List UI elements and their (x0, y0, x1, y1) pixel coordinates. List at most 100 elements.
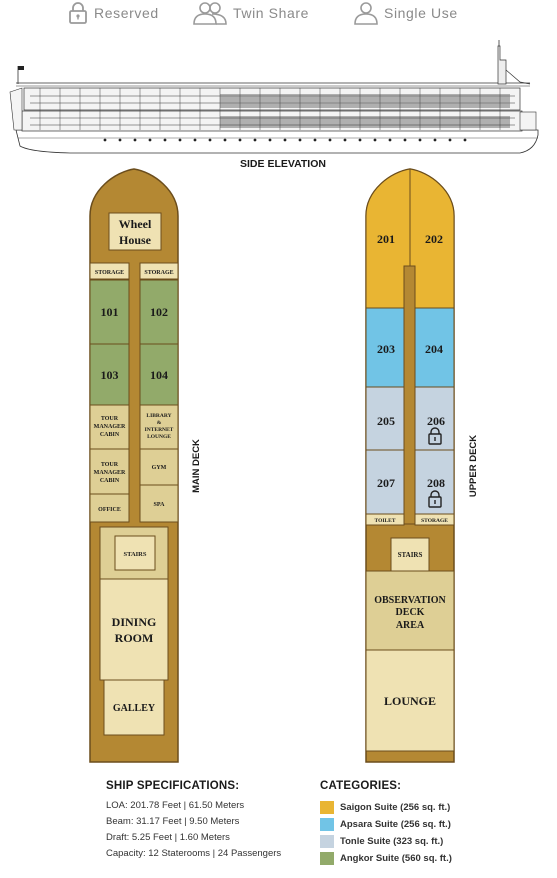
ship-specifications: SHIP SPECIFICATIONS: LOA: 201.78 Feet | … (106, 780, 306, 864)
category-tonle: Tonle Suite (323 sq. ft.) (320, 834, 520, 848)
observation-label-3: AREA (396, 620, 425, 631)
category-label: Angkor Suite (560 sq. ft.) (340, 852, 452, 864)
side-elevation: SIDE ELEVATION (9, 40, 539, 170)
category-swatch (320, 817, 334, 831)
office-label: OFFICE (98, 507, 121, 513)
upper-deck: 201 202 203 204 205 206 207 208 TOILET (365, 168, 479, 763)
elevation-hull (15, 129, 539, 154)
legend-reserved-label: Reserved (94, 5, 159, 21)
legend-single-use-label: Single Use (384, 5, 458, 21)
cabin-207-label: 207 (377, 476, 395, 490)
category-label: Saigon Suite (256 sq. ft.) (340, 801, 451, 813)
cabin-203[interactable] (365, 307, 411, 388)
dining-room (99, 578, 169, 681)
cabin-104-label: 104 (150, 368, 168, 382)
cabin-102-label: 102 (150, 305, 168, 319)
cabin-101[interactable] (89, 279, 130, 345)
spec-draft: Draft: 5.25 Feet | 1.60 Meters (106, 832, 230, 843)
elevation-label: SIDE ELEVATION (240, 158, 326, 170)
dining-label-2: ROOM (115, 631, 154, 645)
cabin-201-label: 201 (377, 232, 395, 246)
main-deck-label: MAIN DECK (191, 439, 202, 493)
tmc1-line-2: MANAGER (94, 424, 126, 430)
spec-loa: LOA: 201.78 Feet | 61.50 Meters (106, 800, 245, 811)
elevation-portholes (103, 138, 467, 142)
library-line-1: LIBRARY (146, 413, 171, 419)
main-storage-left (89, 262, 130, 280)
tmc2-line-2: MANAGER (94, 470, 126, 476)
tour-manager-cabin-1 (89, 404, 130, 450)
cabin-202[interactable] (409, 168, 455, 309)
cabin-208-lock-icon (428, 490, 442, 508)
cabin-206-label: 206 (427, 414, 445, 428)
upper-toilet (365, 513, 405, 526)
cabin-208[interactable] (409, 449, 455, 515)
cabin-204-label: 204 (425, 342, 443, 356)
library-line-3: INTERNET (145, 427, 174, 433)
categories-legend: CATEGORIES: Saigon Suite (256 sq. ft.) A… (320, 780, 520, 868)
legend-twin-share: Twin Share (193, 0, 309, 26)
spa (139, 484, 179, 523)
observation-label-2: DECK (396, 607, 425, 618)
library-line-2: & (157, 420, 162, 426)
legend-single-use: Single Use (354, 0, 458, 26)
cabin-205-label: 205 (377, 414, 395, 428)
spa-label: SPA (154, 502, 166, 508)
tmc2-line-1: TOUR (101, 462, 119, 468)
galley (103, 679, 165, 736)
observation-deck-area (365, 570, 455, 651)
lounge-label: LOUNGE (384, 694, 436, 708)
tmc1-line-1: TOUR (101, 416, 119, 422)
category-label: Apsara Suite (256 sq. ft.) (340, 818, 451, 830)
cabin-206-lock-icon (428, 427, 442, 445)
cabin-104[interactable] (139, 343, 179, 406)
cabin-204[interactable] (409, 307, 455, 388)
specs-title: SHIP SPECIFICATIONS: (106, 780, 240, 792)
galley-label: GALLEY (113, 703, 156, 714)
two-people-icon (193, 2, 227, 25)
upper-storage-label: STORAGE (421, 518, 448, 524)
main-stairs (114, 535, 156, 571)
category-angkor: Angkor Suite (560 sq. ft.) (320, 851, 520, 865)
observation-label-1: OBSERVATION (374, 595, 446, 606)
main-storage-right (139, 262, 179, 280)
tmc2-line-3: CABIN (100, 478, 120, 484)
spec-capacity: Capacity: 12 Staterooms | 24 Passengers (106, 848, 282, 859)
legend-twin-share-label: Twin Share (233, 5, 310, 21)
person-icon (354, 2, 378, 25)
library-line-4: LOUNGE (147, 434, 171, 440)
legend-reserved: Reserved (68, 0, 159, 26)
cabin-206[interactable] (409, 386, 455, 451)
cabin-205[interactable] (365, 386, 411, 451)
dining-label-1: DINING (112, 615, 157, 629)
upper-stairs (390, 537, 430, 572)
cabin-103-label: 103 (101, 368, 119, 382)
upper-stairs-label: STAIRS (398, 551, 423, 559)
upper-deck-label: UPPER DECK (468, 435, 479, 497)
category-swatch (320, 800, 334, 814)
main-stairs-label: STAIRS (123, 551, 146, 558)
cabin-208-label: 208 (427, 476, 445, 490)
lounge (365, 649, 455, 752)
upper-toilet-label: TOILET (375, 518, 396, 524)
main-storage-right-label: STORAGE (144, 270, 173, 276)
elevation-rails (39, 88, 501, 130)
categories-title: CATEGORIES: (320, 780, 402, 792)
wheel-house-label-1: Wheel (119, 217, 152, 231)
category-swatch (320, 851, 334, 865)
category-label: Tonle Suite (323 sq. ft.) (340, 835, 444, 847)
cabin-202-label: 202 (425, 232, 443, 246)
office (89, 493, 130, 523)
wheel-house-label-2: House (119, 233, 152, 247)
category-apsara: Apsara Suite (256 sq. ft.) (320, 817, 520, 831)
main-storage-left-label: STORAGE (95, 270, 124, 276)
wheel-house (108, 212, 162, 251)
library-internet-lounge (139, 404, 179, 450)
cabin-101-label: 101 (101, 305, 119, 319)
availability-legend: Reserved Twin Share Single Use (0, 0, 557, 26)
lock-icon (69, 2, 87, 24)
elevation-mast (497, 45, 507, 85)
upper-corridor (403, 265, 416, 525)
tmc1-line-3: CABIN (100, 432, 120, 438)
